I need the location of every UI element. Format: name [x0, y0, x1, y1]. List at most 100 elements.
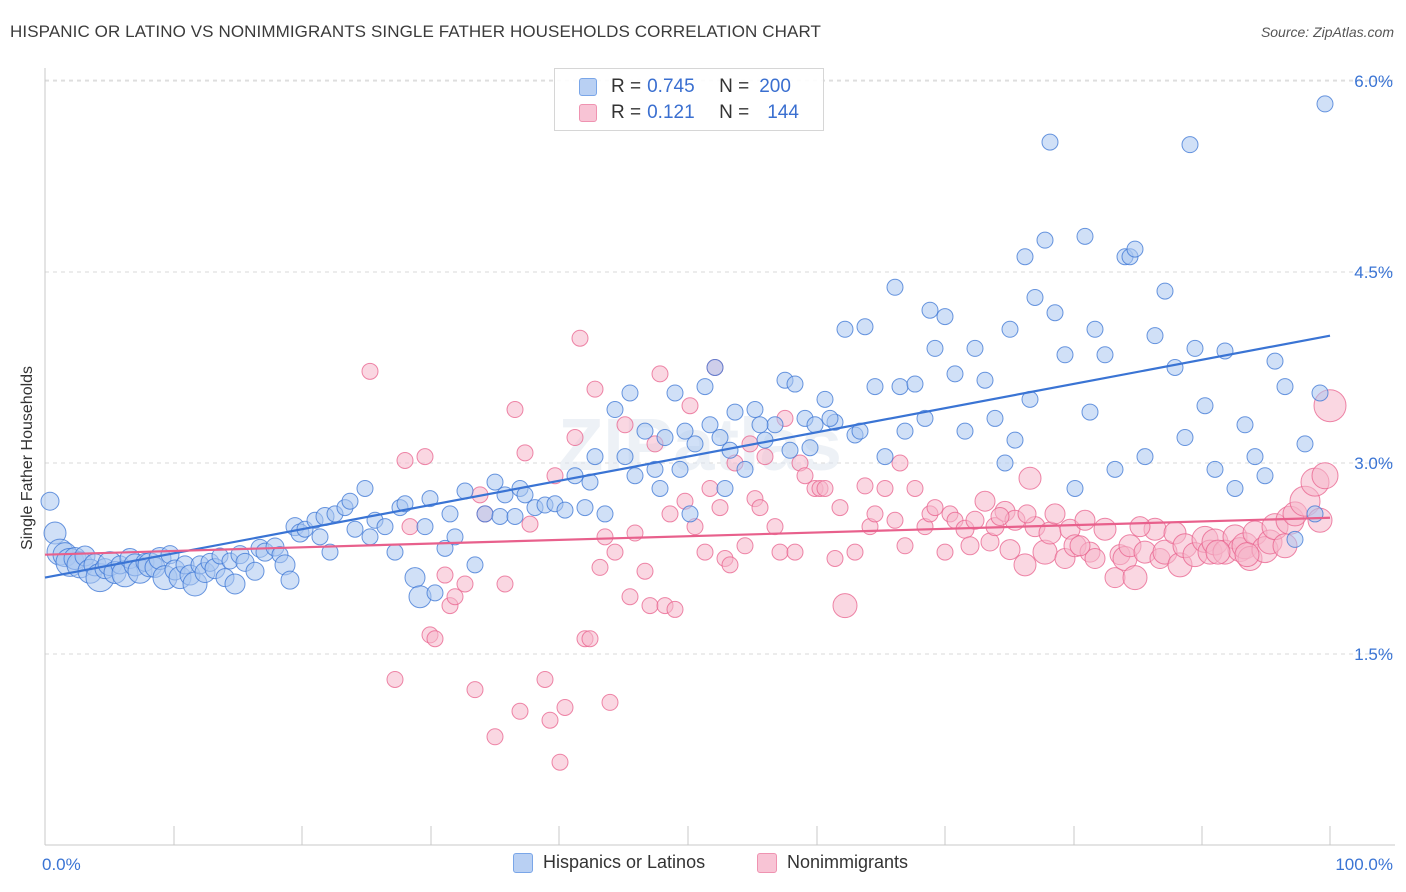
- nonimmigrant-point: [551, 753, 569, 771]
- hispanic-point: [40, 491, 60, 511]
- nonimmigrant-point: [581, 630, 599, 648]
- hispanic-point: [1001, 320, 1019, 338]
- nonimmigrant-point: [721, 556, 739, 574]
- hispanic-point: [876, 448, 894, 466]
- nonimmigrant-point: [936, 543, 954, 561]
- tick-labels: 1.5% 3.0% 4.5% 6.0% 0.0% 100.0%: [42, 72, 1393, 874]
- hispanic-point: [476, 505, 494, 523]
- series-legend-hispanics[interactable]: Hispanics or Latinos: [513, 852, 705, 873]
- hispanic-point: [606, 401, 624, 419]
- hispanic-point: [636, 422, 654, 440]
- hispanic-point: [446, 528, 464, 546]
- nonimmigrant-point: [521, 515, 539, 533]
- hispanic-trend-line: [44, 334, 1331, 579]
- nonimmigrant-point: [832, 593, 858, 619]
- hispanic-point: [886, 278, 904, 296]
- hispanic-point: [1176, 429, 1194, 447]
- hispanic-point: [1126, 240, 1144, 258]
- hispanic-point: [966, 339, 984, 357]
- legend-row-nonimmigrants: R = 0.121 N = 144: [579, 101, 799, 125]
- hispanic-point: [396, 495, 414, 513]
- hispanic-point: [466, 556, 484, 574]
- nonimmigrant-point: [506, 401, 524, 419]
- nonimmigrant-point: [846, 543, 864, 561]
- hispanic-point: [736, 460, 754, 478]
- hispanic-point: [491, 507, 509, 525]
- hispanic-point: [1186, 339, 1204, 357]
- nonimmigrant-point: [571, 329, 589, 347]
- nonimmigrant-point: [826, 550, 844, 567]
- nonimmigrant-point: [361, 362, 379, 380]
- hispanic-point: [1256, 467, 1274, 485]
- nonimmigrant-point: [1013, 553, 1037, 577]
- nonimmigrant-point: [906, 479, 924, 497]
- hispanic-point: [856, 318, 874, 336]
- legend-row-hispanics: R = 0.745 N = 200: [579, 75, 791, 99]
- legend-r-value: 0.745: [647, 76, 695, 97]
- nonimmigrant-point: [1018, 466, 1042, 490]
- nonimmigrant-point: [621, 588, 639, 606]
- hispanic-point: [280, 570, 300, 590]
- legend-n-value: 144: [767, 102, 799, 123]
- hispanic-point: [1286, 530, 1304, 548]
- nonimmigrant-point: [771, 543, 789, 561]
- nonimmigrant-point: [831, 499, 849, 517]
- y-tick-label: 6.0%: [1354, 72, 1393, 91]
- hispanic-point: [586, 448, 604, 466]
- hispanic-point: [1236, 416, 1254, 434]
- nonimmigrant-point: [536, 670, 554, 688]
- hispanic-point: [556, 501, 574, 519]
- hispanic-point: [341, 492, 359, 510]
- hispanic-point: [821, 409, 839, 427]
- hispanic-point: [1086, 320, 1104, 338]
- hispanic-point: [896, 422, 914, 440]
- y-tick-label: 1.5%: [1354, 645, 1393, 664]
- nonimmigrant-point: [1074, 509, 1096, 531]
- nonimmigrant-point: [651, 365, 669, 383]
- hispanic-point: [716, 479, 734, 497]
- hispanic-point: [346, 520, 364, 538]
- nonimmigrant-point: [426, 630, 444, 648]
- nonimmigrant-point: [856, 477, 874, 495]
- correlation-legend: R = 0.745 N = 200 R = 0.121 N = 144: [554, 68, 824, 131]
- hispanic-point: [321, 543, 339, 561]
- nonimmigrant-point: [556, 698, 574, 716]
- hispanic-point: [666, 384, 684, 402]
- legend-n-label: N =: [719, 76, 750, 97]
- hispanic-point: [781, 441, 799, 459]
- nonimmigrant-point: [816, 479, 834, 497]
- nonimmigrant-point: [591, 558, 609, 576]
- nonimmigrant-point: [701, 479, 719, 497]
- hispanic-point: [1206, 460, 1224, 478]
- nonimmigrant-point: [1311, 462, 1339, 490]
- hispanic-point: [651, 479, 669, 497]
- nonimmigrant-point: [876, 479, 894, 497]
- series-label-hispanics: Hispanics or Latinos: [543, 852, 706, 872]
- hispanic-point: [421, 490, 439, 508]
- nonimmigrant-point: [541, 711, 559, 729]
- hispanic-point: [486, 473, 504, 491]
- hispanic-point: [936, 308, 954, 326]
- hispanic-point: [686, 435, 704, 453]
- hispanic-point: [1311, 384, 1329, 402]
- nonimmigrant-point: [1205, 539, 1231, 565]
- series-legend: Hispanics or Latinos Nonimmigrants: [0, 852, 1406, 878]
- hispanic-point: [1316, 95, 1334, 113]
- legend-swatch-hispanics: [579, 78, 597, 96]
- hispanic-point: [1296, 435, 1314, 453]
- nonimmigrant-point: [891, 454, 909, 472]
- nonimmigrant-point: [486, 728, 504, 746]
- hispanic-point: [441, 505, 459, 523]
- series-swatch-hispanics: [513, 852, 533, 873]
- hispanic-point: [1016, 248, 1034, 266]
- hispanic-point: [1056, 346, 1074, 364]
- series-legend-nonimmigrants[interactable]: Nonimmigrants: [757, 852, 908, 873]
- nonimmigrant-point: [960, 536, 980, 556]
- hispanic-point: [916, 409, 934, 427]
- nonimmigrant-point: [1234, 542, 1260, 568]
- hispanic-point: [506, 507, 524, 525]
- nonimmigrant-point: [711, 499, 729, 517]
- hispanic-point: [801, 439, 819, 457]
- hispanic-point: [1046, 304, 1064, 322]
- nonimmigrant-point: [616, 416, 634, 434]
